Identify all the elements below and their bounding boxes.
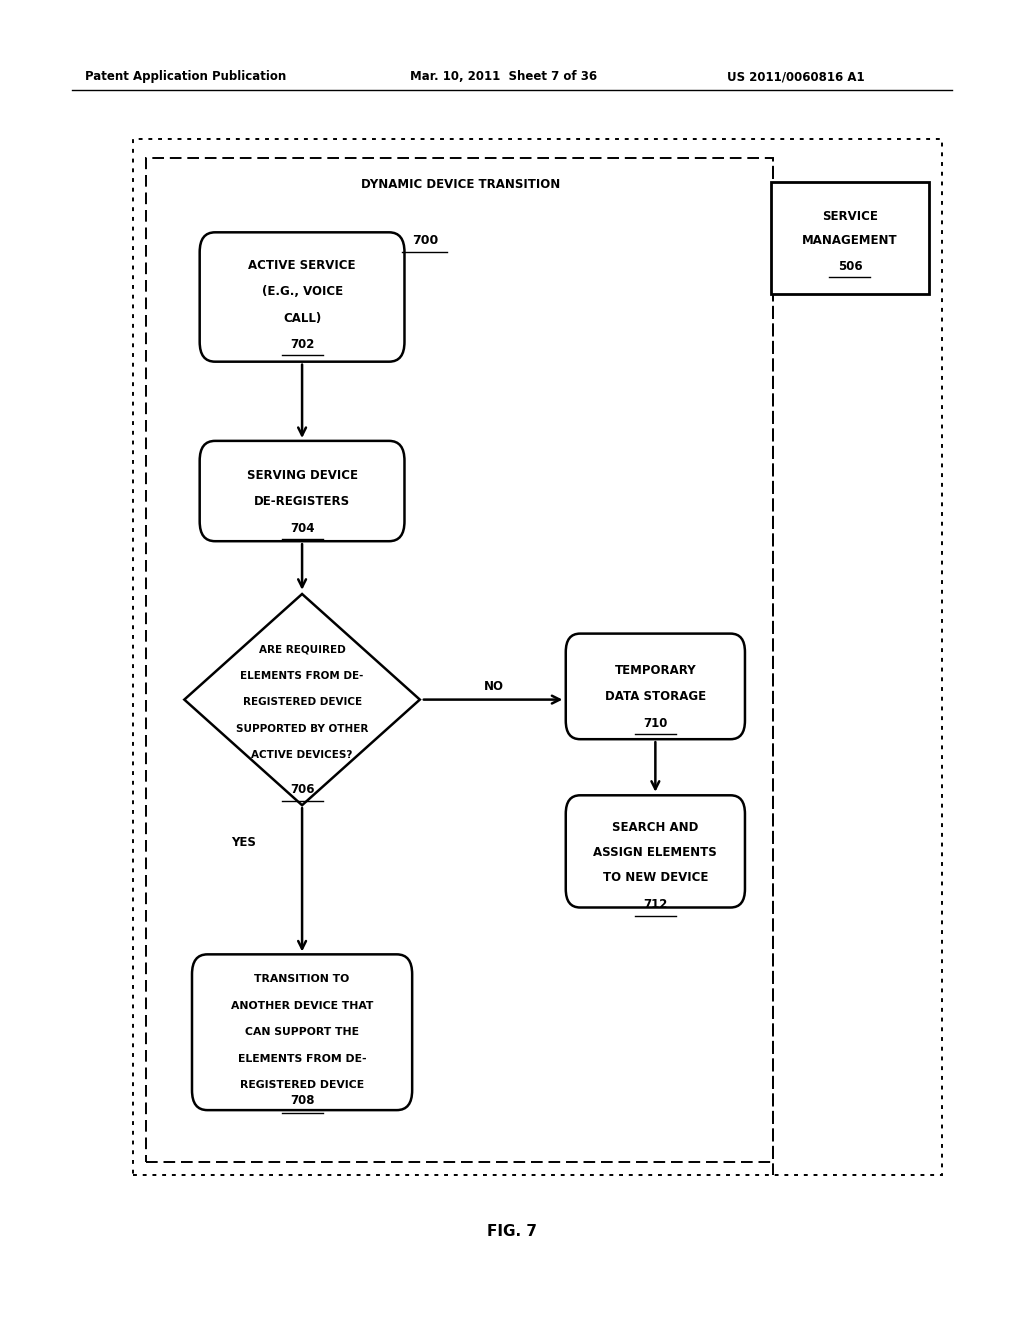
Text: CAN SUPPORT THE: CAN SUPPORT THE [245, 1027, 359, 1038]
Bar [133, 139, 942, 1175]
Polygon shape [184, 594, 420, 805]
Text: REGISTERED DEVICE: REGISTERED DEVICE [240, 1080, 365, 1090]
Text: 506: 506 [838, 260, 862, 273]
Text: US 2011/0060816 A1: US 2011/0060816 A1 [727, 70, 864, 83]
Text: SEARCH AND: SEARCH AND [612, 821, 698, 834]
Text: DYNAMIC DEVICE TRANSITION: DYNAMIC DEVICE TRANSITION [361, 178, 560, 191]
Bar [146, 158, 773, 1162]
Text: 712: 712 [643, 898, 668, 911]
Text: 700: 700 [412, 234, 438, 247]
Text: SERVICE: SERVICE [822, 210, 878, 223]
Text: TEMPORARY: TEMPORARY [614, 664, 696, 677]
Text: DE-REGISTERS: DE-REGISTERS [254, 495, 350, 508]
Text: 710: 710 [643, 717, 668, 730]
Bar [770, 181, 930, 294]
Text: TRANSITION TO: TRANSITION TO [254, 974, 350, 985]
FancyBboxPatch shape [200, 232, 404, 362]
Text: SUPPORTED BY OTHER: SUPPORTED BY OTHER [236, 723, 369, 734]
Text: DATA STORAGE: DATA STORAGE [605, 690, 706, 704]
Text: ARE REQUIRED: ARE REQUIRED [259, 644, 345, 655]
FancyBboxPatch shape [193, 954, 412, 1110]
Text: Patent Application Publication: Patent Application Publication [85, 70, 287, 83]
Text: 708: 708 [290, 1094, 314, 1107]
Text: Mar. 10, 2011  Sheet 7 of 36: Mar. 10, 2011 Sheet 7 of 36 [410, 70, 597, 83]
Text: ELEMENTS FROM DE-: ELEMENTS FROM DE- [241, 671, 364, 681]
FancyBboxPatch shape [200, 441, 404, 541]
Text: SERVING DEVICE: SERVING DEVICE [247, 469, 357, 482]
Text: ACTIVE SERVICE: ACTIVE SERVICE [249, 259, 355, 272]
Text: ASSIGN ELEMENTS: ASSIGN ELEMENTS [594, 846, 717, 859]
Text: YES: YES [231, 836, 256, 849]
Text: NO: NO [483, 680, 504, 693]
Text: 702: 702 [290, 338, 314, 351]
Text: ELEMENTS FROM DE-: ELEMENTS FROM DE- [238, 1053, 367, 1064]
FancyBboxPatch shape [565, 795, 745, 908]
Text: TO NEW DEVICE: TO NEW DEVICE [603, 871, 708, 884]
Text: 704: 704 [290, 521, 314, 535]
Text: MANAGEMENT: MANAGEMENT [802, 234, 898, 247]
Text: ACTIVE DEVICES?: ACTIVE DEVICES? [252, 750, 352, 760]
Text: 706: 706 [290, 783, 314, 796]
Text: (E.G., VOICE: (E.G., VOICE [261, 285, 343, 298]
FancyBboxPatch shape [565, 634, 745, 739]
Text: ANOTHER DEVICE THAT: ANOTHER DEVICE THAT [230, 1001, 374, 1011]
Text: CALL): CALL) [283, 312, 322, 325]
Text: REGISTERED DEVICE: REGISTERED DEVICE [243, 697, 361, 708]
Text: FIG. 7: FIG. 7 [487, 1224, 537, 1239]
